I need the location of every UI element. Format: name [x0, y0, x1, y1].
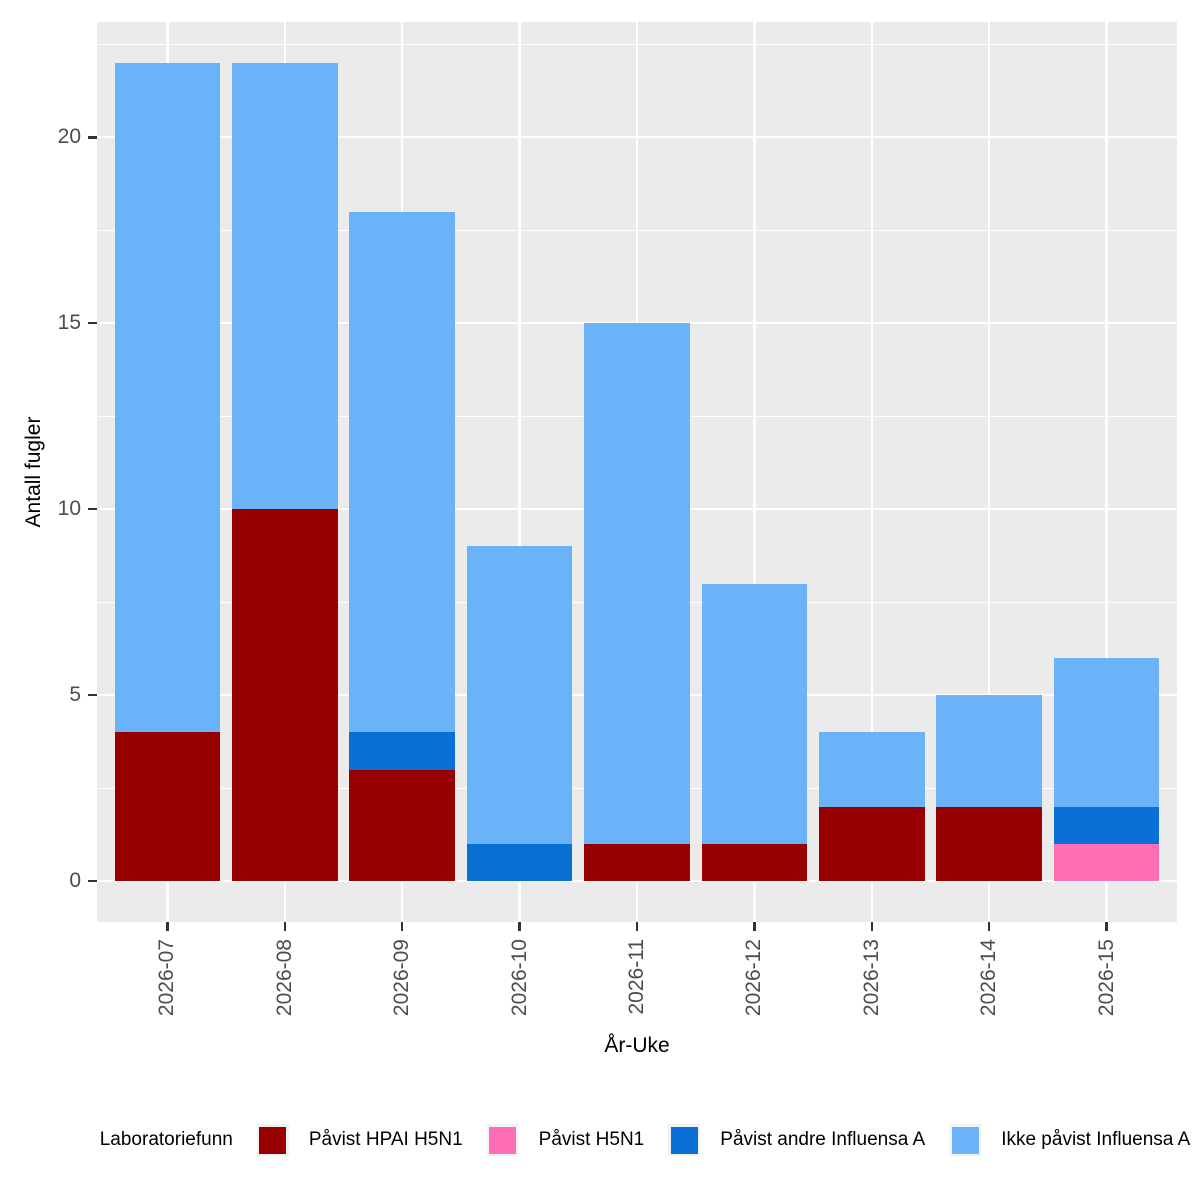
- gridline-major-x: [1105, 22, 1108, 922]
- legend-entry: Påvist H5N1: [486, 1124, 645, 1156]
- y-axis-tick: [88, 507, 97, 511]
- bar-segment: [232, 62, 338, 510]
- bar-segment: [114, 732, 221, 882]
- x-axis-tick: [400, 922, 404, 931]
- x-tick-label-text: 2026-07: [155, 939, 179, 1017]
- legend: Laboratoriefunn Påvist HPAI H5N1 Påvist H…: [0, 1124, 1200, 1156]
- legend-key: [256, 1124, 289, 1156]
- x-axis-tick: [987, 922, 991, 931]
- x-tick-label-text: 2026-13: [859, 939, 883, 1017]
- x-axis-tick: [166, 922, 169, 931]
- x-tick-label-text: 2026-15: [1094, 939, 1118, 1017]
- bar-segment: [349, 732, 456, 770]
- bar-segment: [114, 62, 221, 733]
- x-tick-label-text: 2026-09: [390, 939, 414, 1017]
- legend-key: [668, 1124, 701, 1156]
- bar-segment: [818, 732, 925, 807]
- bar-segment: [701, 583, 808, 844]
- legend-entry: Påvist HPAI H5N1: [256, 1124, 463, 1156]
- legend-swatch-icon: [670, 1126, 698, 1154]
- legend-swatch-icon: [489, 1126, 517, 1154]
- legend-key: [486, 1124, 519, 1156]
- bar-segment: [584, 843, 690, 882]
- bar-segment: [466, 546, 573, 844]
- y-tick-label: 15: [57, 311, 81, 335]
- bar-segment: [936, 695, 1042, 807]
- gridline-major-x: [753, 22, 756, 922]
- bar-segment: [701, 843, 808, 882]
- bar-segment: [1053, 806, 1160, 844]
- y-axis-tick: [88, 879, 97, 883]
- legend-title: Laboratoriefunn: [99, 1129, 233, 1150]
- bar-segment: [936, 806, 1042, 882]
- bar-segment: [584, 323, 690, 844]
- x-axis-tick: [635, 922, 639, 931]
- legend-swatch-icon: [259, 1126, 287, 1154]
- legend-label: Påvist andre Influensa A: [720, 1129, 926, 1150]
- bar-segment: [349, 211, 456, 733]
- y-tick-label: 0: [69, 869, 81, 893]
- legend-label: Påvist HPAI H5N1: [308, 1129, 463, 1150]
- legend-label: Påvist H5N1: [538, 1129, 645, 1150]
- gridline-major-x: [987, 22, 991, 922]
- legend-label: Ikke påvist Influensa A: [1001, 1129, 1191, 1150]
- x-tick-label-text: 2026-10: [507, 939, 531, 1017]
- bar-segment: [466, 843, 573, 882]
- x-tick-label-text: 2026-12: [742, 939, 766, 1017]
- legend-entry: Ikke påvist Influensa A: [949, 1124, 1190, 1156]
- y-axis-tick: [88, 321, 97, 325]
- x-axis-title: År-Uke: [604, 1034, 670, 1057]
- plot-panel: [97, 22, 1177, 922]
- x-axis-tick: [518, 922, 521, 931]
- x-axis-tick: [1105, 922, 1108, 931]
- y-tick-label: 20: [57, 125, 81, 149]
- x-axis-tick: [283, 922, 287, 931]
- bar-segment: [1053, 843, 1160, 882]
- y-axis-title-text: Antall fugler: [22, 416, 45, 528]
- gridline-major-x: [518, 22, 521, 922]
- y-tick-label: 5: [69, 683, 81, 707]
- bar-segment: [1053, 657, 1160, 807]
- y-axis-tick: [88, 136, 97, 139]
- legend-key: [949, 1124, 982, 1156]
- x-tick-label-text: 2026-08: [272, 939, 296, 1017]
- bar-segment: [818, 806, 925, 882]
- y-axis-tick: [88, 693, 97, 697]
- bar-segment: [349, 769, 456, 882]
- y-tick-label: 10: [57, 497, 81, 521]
- x-tick-label-text: 2026-11: [625, 939, 648, 1015]
- x-axis-tick: [753, 922, 756, 931]
- x-axis-tick: [870, 922, 874, 931]
- legend-swatch-icon: [951, 1126, 979, 1154]
- bar-segment: [232, 509, 338, 882]
- legend-entry: Påvist andre Influensa A: [668, 1124, 925, 1156]
- gridline-major-x: [870, 22, 873, 922]
- x-tick-label-text: 2026-14: [977, 939, 1001, 1017]
